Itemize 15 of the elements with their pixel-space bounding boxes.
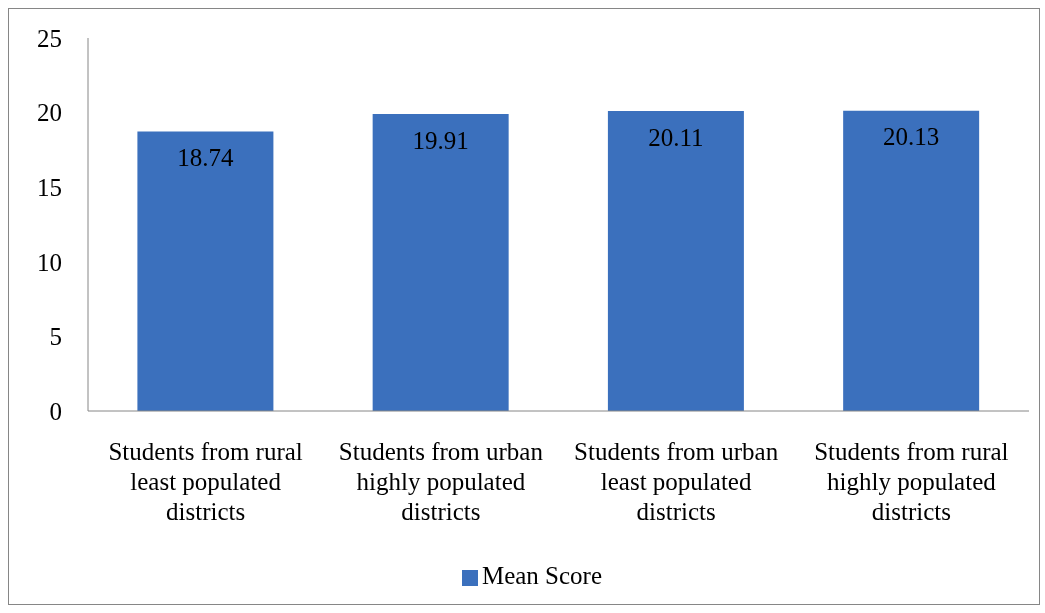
y-tick-label: 0 — [49, 397, 62, 425]
data-label: 18.74 — [177, 144, 235, 172]
data-label: 20.11 — [648, 123, 704, 151]
x-tick-label: Students from rural highly populated districts — [814, 438, 1009, 525]
y-tick-label: 15 — [37, 174, 62, 202]
data-label: 19.91 — [412, 126, 469, 154]
x-tick-label: Students from rural least populated districts — [108, 438, 303, 525]
x-tick-label: Students from urban highly populated districts — [338, 438, 544, 525]
data-label: 20.13 — [883, 123, 940, 151]
y-tick-label: 25 — [37, 24, 62, 52]
y-tick-label: 5 — [49, 323, 62, 351]
y-tick-label: 10 — [37, 248, 62, 276]
y-tick-label: 20 — [37, 99, 62, 127]
legend-label: Mean Score — [481, 562, 603, 589]
x-tick-label: Students from urban least populated districts — [574, 438, 779, 525]
